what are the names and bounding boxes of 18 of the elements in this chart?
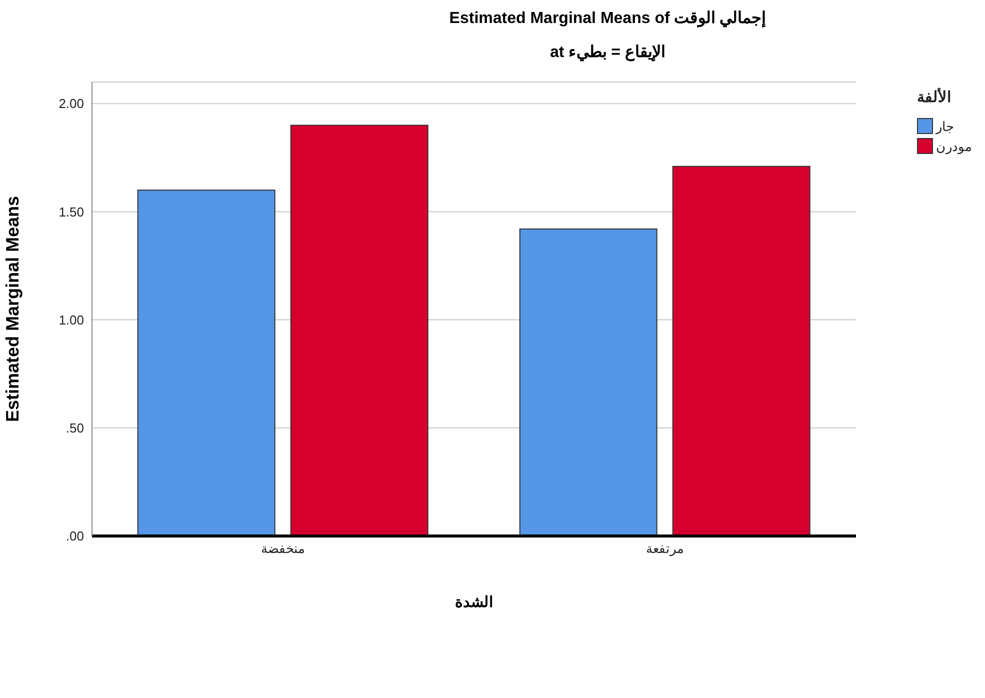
legend-label: جار xyxy=(936,118,954,134)
chart-subtitle: الإيقاع = بطيء at xyxy=(549,43,666,62)
bar xyxy=(290,124,428,536)
y-tick-label: 1.00 xyxy=(58,312,84,328)
chart-title: Estimated Marginal Means of إجمالي الوقت xyxy=(448,9,767,28)
y-tick-label: 2.00 xyxy=(58,96,84,112)
x-tick-label: مرتفعة xyxy=(646,541,684,558)
legend-label: مودرن xyxy=(936,138,972,154)
y-axis-title: Estimated Marginal Means xyxy=(2,196,22,422)
y-tick-label: 1.50 xyxy=(58,204,84,220)
x-axis-title: الشدة xyxy=(455,594,493,611)
bar xyxy=(519,228,658,536)
y-tick-label: .50 xyxy=(66,420,84,436)
legend-title: الألفة xyxy=(917,88,952,106)
y-tick-label: .00 xyxy=(66,528,84,544)
bar xyxy=(137,190,276,536)
x-tick-label: منخفضة xyxy=(261,541,305,556)
bar xyxy=(672,166,810,536)
